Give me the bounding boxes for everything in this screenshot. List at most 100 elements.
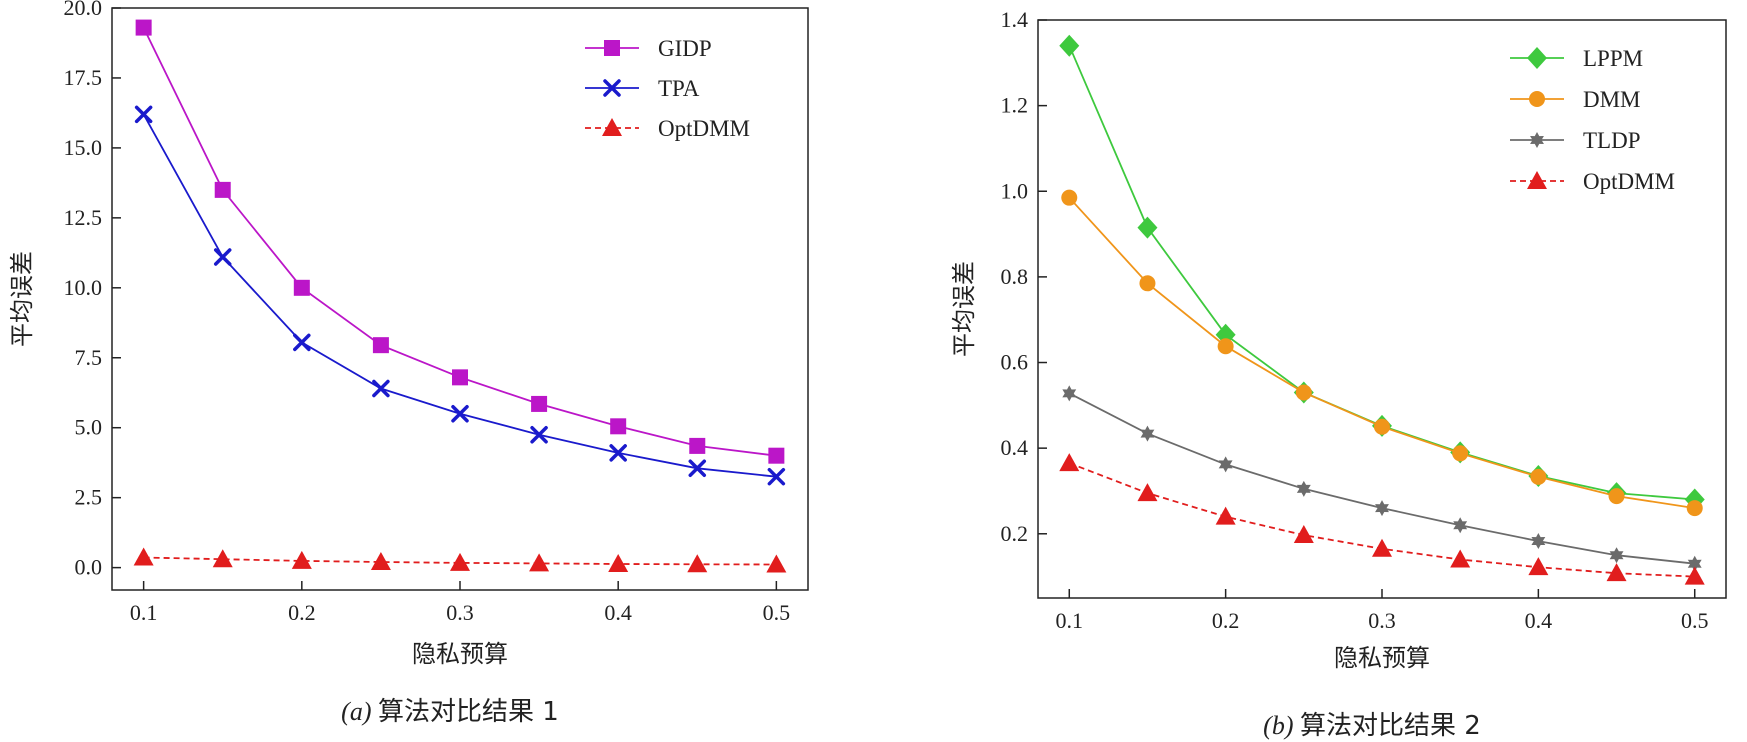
- chart-b-x-tick-label: 0.2: [1212, 608, 1240, 633]
- chart-a-legend-label: OptDMM: [658, 116, 750, 141]
- chart-a-point-gidp: [768, 447, 785, 464]
- chart-b-point-optdmm: [1215, 506, 1236, 525]
- chart-b-caption: (b) 算法对比结果 2: [1263, 711, 1481, 741]
- chart-b-y-axis-label: 平均误差: [950, 261, 978, 357]
- chart-b-point-tldp: [1218, 456, 1233, 473]
- chart-b-legend-marker: [1530, 132, 1544, 148]
- chart-b-point-lppm: [1059, 34, 1080, 57]
- chart-b-caption-text: 算法对比结果 2: [1300, 711, 1481, 741]
- chart-b-point-dmm: [1139, 275, 1156, 292]
- chart-a-plot-frame: [111, 7, 809, 591]
- chart-b-y-tick-label: 0.6: [1001, 350, 1029, 375]
- chart-b-point-optdmm: [1606, 563, 1627, 582]
- chart-b-point-dmm: [1061, 189, 1078, 206]
- chart-b-x-tick-label: 0.1: [1056, 608, 1084, 633]
- chart-b-point-tldp: [1687, 555, 1702, 572]
- chart-a-series-tpa: [134, 105, 786, 486]
- chart-b: 0.2 0.4 0.6 0.8 1.0 1.2 1.4 0.1 0.2 0.3 0.4 0.5 隐私预算…: [950, 7, 1727, 741]
- chart-b-caption-prefix: (b): [1263, 711, 1300, 740]
- chart-b-point-dmm: [1452, 445, 1469, 462]
- chart-a-point-gidp: [610, 418, 627, 435]
- chart-b-series-line-optdmm: [1068, 462, 1695, 578]
- chart-a-point-optdmm: [370, 552, 391, 571]
- chart-a-caption: (a) 算法对比结果 1: [341, 697, 559, 727]
- chart-a-y-axis-label: 平均误差: [8, 251, 36, 347]
- chart-b-series-tldp: [1062, 385, 1702, 572]
- chart-a-x-axis-label: 隐私预算: [412, 640, 508, 668]
- chart-a-y-tick-label: 0.0: [75, 555, 103, 580]
- chart-b-point-tldp: [1375, 500, 1389, 517]
- chart-b-point-tldp: [1140, 425, 1155, 442]
- chart-b-point-tldp: [1453, 517, 1468, 534]
- chart-a-y-tick-label: 20.0: [64, 0, 103, 20]
- chart-a-legend-entry-optdmm: OptDMM: [585, 116, 750, 141]
- chart-a-caption-text: 算法对比结果 1: [378, 697, 559, 727]
- chart-a-x-tick-label: 0.1: [130, 600, 158, 625]
- chart-b-point-tldp: [1296, 480, 1311, 497]
- chart-b-point-lppm: [1137, 216, 1158, 239]
- chart-b-point-optdmm: [1450, 549, 1471, 568]
- chart-b-point-optdmm: [1059, 453, 1080, 472]
- chart-b-legend-label: TLDP: [1583, 128, 1641, 153]
- chart-a-series-line-optdmm: [143, 556, 777, 566]
- chart-a-point-optdmm: [133, 547, 154, 566]
- chart-b-point-tldp: [1609, 547, 1624, 564]
- chart-a-caption-prefix: (a): [341, 697, 378, 726]
- chart-a-legend-label: TPA: [658, 76, 700, 101]
- chart-a-point-gidp: [214, 181, 231, 198]
- chart-b-point-dmm: [1217, 338, 1234, 355]
- chart-b-legend-entry-lppm: LPPM: [1510, 46, 1643, 71]
- chart-b-x-axis-label: 隐私预算: [1334, 644, 1430, 672]
- chart-b-legend-marker: [1527, 171, 1547, 189]
- chart-a-point-tpa: [688, 459, 707, 478]
- chart-a-point-gidp: [452, 369, 468, 386]
- chart-b-y-tick-label: 0.2: [1001, 521, 1029, 546]
- chart-a-point-tpa: [293, 333, 311, 352]
- chart-a-point-optdmm: [766, 554, 787, 573]
- chart-a-point-optdmm: [450, 552, 470, 571]
- chart-b-legend-label: DMM: [1583, 87, 1641, 112]
- chart-b-point-optdmm: [1684, 566, 1705, 585]
- chart-b-legend-marker: [1529, 91, 1545, 107]
- chart-a-point-gidp: [293, 279, 310, 296]
- chart-b-point-dmm: [1686, 500, 1703, 517]
- chart-a-x-tick-label: 0.3: [446, 600, 474, 625]
- chart-a-legend-marker: [603, 79, 621, 97]
- chart-a-point-gidp: [689, 437, 706, 454]
- chart-b-x-tick-label: 0.5: [1681, 608, 1709, 633]
- chart-a-x-tick-label: 0.5: [763, 600, 791, 625]
- chart-a-legend-entry-gidp: GIDP: [585, 36, 712, 61]
- chart-a-point-tpa: [213, 248, 232, 266]
- chart-a-y-tick-label: 7.5: [75, 345, 103, 370]
- chart-a-point-tpa: [609, 444, 627, 462]
- chart-a-series-line-tpa: [142, 113, 777, 478]
- chart-a-series-gidp: [135, 19, 785, 464]
- chart-a-legend-marker: [604, 40, 620, 56]
- chart-b-y-tick-label: 0.8: [1001, 264, 1029, 289]
- chart-b-point-optdmm: [1528, 557, 1549, 576]
- chart-a-point-tpa: [530, 425, 548, 444]
- chart-a-point-tpa: [372, 379, 390, 398]
- chart-b-legend-entry-dmm: DMM: [1510, 87, 1641, 112]
- chart-a-x-tick-label: 0.4: [604, 600, 632, 625]
- chart-a-point-optdmm: [212, 549, 233, 568]
- chart-a: 0.0 2.5 5.0 7.5 10.0 12.5 15.0 17.5 20.0 0.1 0.2 0.…: [8, 0, 809, 727]
- chart-b-y-tick-label: 1.4: [1001, 7, 1029, 32]
- chart-b-series-line-dmm: [1068, 197, 1695, 509]
- chart-b-legend-label: OptDMM: [1583, 169, 1675, 194]
- chart-b-point-optdmm: [1137, 483, 1158, 502]
- chart-a-y-tick-label: 2.5: [75, 485, 103, 510]
- chart-a-point-tpa: [134, 105, 153, 124]
- chart-a-legend-entry-tpa: TPA: [585, 76, 700, 101]
- chart-a-point-optdmm: [608, 553, 629, 572]
- chart-b-point-optdmm: [1372, 538, 1392, 557]
- chart-b-y-tick-label: 1.0: [1001, 178, 1029, 203]
- chart-a-point-optdmm: [687, 554, 708, 573]
- chart-b-series-dmm: [1061, 189, 1703, 517]
- chart-a-y-tick-label: 12.5: [64, 205, 103, 230]
- chart-b-point-optdmm: [1293, 525, 1314, 544]
- chart-a-y-tick-label: 10.0: [64, 275, 103, 300]
- chart-a-y-tick-label: 17.5: [64, 65, 103, 90]
- chart-a-series-optdmm: [133, 547, 787, 573]
